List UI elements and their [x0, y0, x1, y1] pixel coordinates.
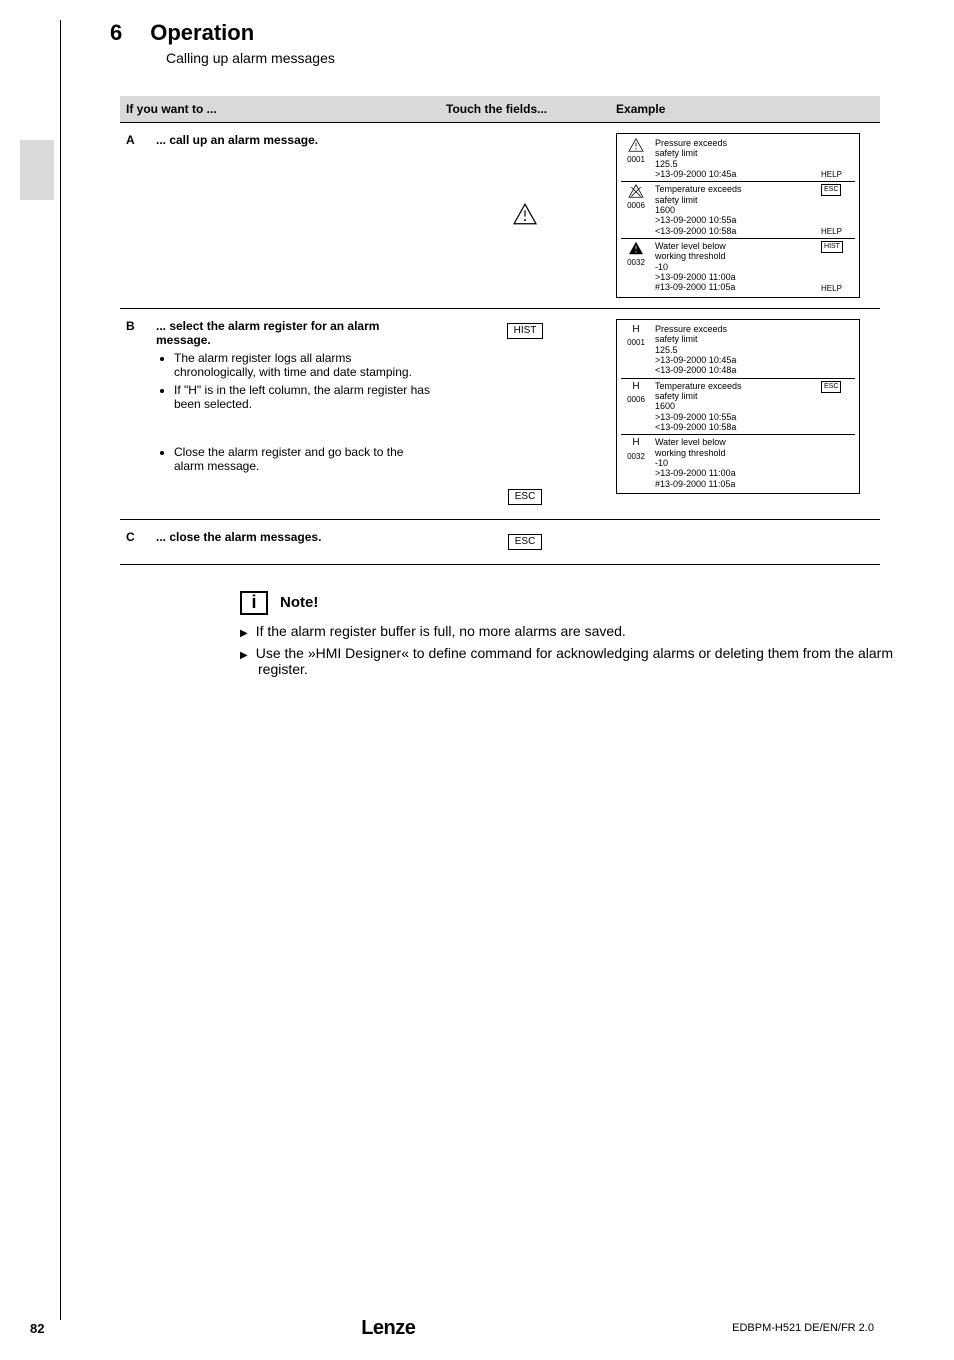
info-icon: i: [240, 591, 268, 615]
alert-triangle-icon: [628, 138, 644, 152]
col-touch-header: Touch the fields...: [440, 96, 610, 123]
vertical-rule: [60, 20, 61, 1320]
touch-cell: HIST ESC: [440, 308, 610, 519]
page-footer: 82 Lenze EDBPM-H521 DE/EN/FR 2.0: [20, 1317, 904, 1340]
esc-button[interactable]: ESC: [821, 381, 841, 393]
touch-cell: [440, 123, 610, 309]
esc-button[interactable]: ESC: [821, 184, 841, 196]
hist-button[interactable]: HIST: [507, 323, 544, 339]
h-marker: H: [632, 437, 639, 449]
example-cell: H 0001 Pressure exceeds safety limit 125…: [610, 308, 880, 519]
note-block: i Note! If the alarm register buffer is …: [240, 591, 904, 677]
col-example-header: Example: [610, 96, 880, 123]
alert-triangle-solid-icon: [628, 241, 644, 255]
h-marker: H: [632, 324, 639, 336]
example-cell: 0001 Pressure exceeds safety limit 125.5…: [610, 123, 880, 309]
alarm-panel: H 0001 Pressure exceeds safety limit 125…: [616, 319, 860, 494]
note-item: Use the »HMI Designer« to define command…: [240, 645, 904, 677]
touch-cell: ESC: [440, 519, 610, 564]
row-text: ... call up an alarm message.: [150, 123, 440, 309]
note-title: Note!: [280, 594, 318, 611]
chapter-title: Operation: [150, 20, 254, 46]
alert-triangle-icon: [512, 203, 538, 225]
chapter-number: 6: [110, 20, 122, 46]
alert-triangle-ack-icon: [628, 184, 644, 198]
row-letter: A: [120, 123, 150, 309]
row-text: ... select the alarm register for an ala…: [150, 308, 440, 519]
table-row: B ... select the alarm register for an a…: [120, 308, 880, 519]
note-item: If the alarm register buffer is full, no…: [240, 623, 904, 639]
h-marker: H: [632, 381, 639, 393]
chapter-subtitle: Calling up alarm messages: [166, 50, 904, 66]
row-letter: C: [120, 519, 150, 564]
table-row: A ... call up an alarm message. 0001: [120, 123, 880, 309]
hist-button[interactable]: HIST: [821, 241, 843, 253]
alarm-panel: 0001 Pressure exceeds safety limit 125.5…: [616, 133, 860, 298]
page-number: 82: [30, 1321, 44, 1336]
margin-grey-block: [20, 140, 54, 200]
col-want-header: If you want to ...: [120, 96, 440, 123]
table-row: C ... close the alarm messages. ESC: [120, 519, 880, 564]
row-letter: B: [120, 308, 150, 519]
esc-button[interactable]: ESC: [508, 534, 543, 550]
example-cell: [610, 519, 880, 564]
brand-logo: Lenze: [361, 1317, 415, 1340]
instruction-table: If you want to ... Touch the fields... E…: [120, 96, 880, 565]
doc-id: EDBPM-H521 DE/EN/FR 2.0: [732, 1322, 874, 1334]
esc-button[interactable]: ESC: [508, 489, 543, 505]
row-text: ... close the alarm messages.: [150, 519, 440, 564]
